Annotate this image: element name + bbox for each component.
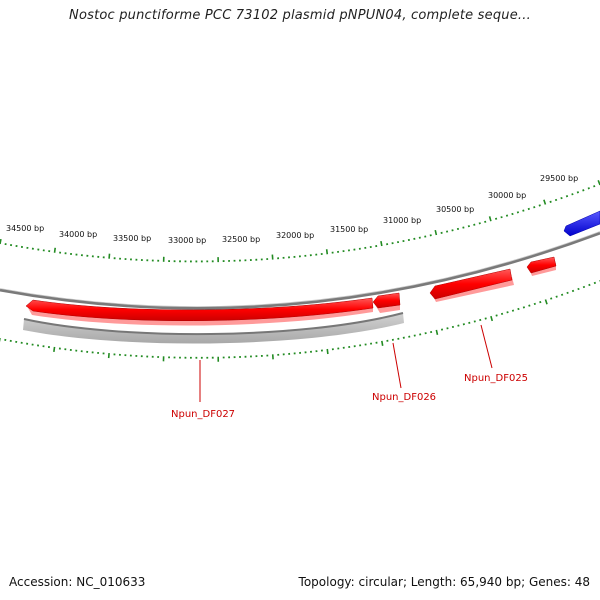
outer-scale-minor-tick [593, 185, 596, 188]
inner-scale-minor-tick [577, 287, 580, 291]
gene-arrow-small[interactable] [526, 256, 557, 274]
inner-scale-minor-tick [528, 304, 531, 307]
inner-scale-minor-tick [533, 302, 536, 306]
outer-scale-minor-tick [522, 209, 525, 212]
inner-scale-minor-tick [517, 307, 520, 311]
outer-scale-minor-tick [582, 189, 585, 192]
scale-label-30500: 30500 bp [436, 205, 474, 214]
inner-scale-major-tick [381, 340, 384, 346]
outer-scale-major-tick [434, 229, 438, 236]
outer-scale-minor-tick [505, 214, 509, 217]
outer-scale-minor-tick [587, 187, 590, 190]
scale-label-33500: 33500 bp [113, 234, 151, 243]
backbone-reverse [23, 313, 404, 344]
outer-scale-major-tick [380, 240, 383, 247]
outer-scale-minor-tick [538, 204, 541, 207]
outer-scale-minor-tick [516, 211, 520, 214]
inner-scale-minor-tick [539, 301, 542, 304]
outer-scale-major-tick [543, 199, 547, 205]
inner-scale-minor-tick [571, 289, 575, 293]
outer-scale-minor-tick [560, 196, 563, 200]
outer-scale-major-tick [53, 247, 57, 253]
outer-scale-minor-tick [565, 195, 569, 198]
inner-scale-minor-tick [500, 312, 504, 316]
inner-scale-minor-tick [506, 311, 509, 314]
outer-scale-minor-tick [500, 216, 503, 219]
leader-line-npun-df026 [392, 342, 402, 389]
backbone-reverse-edge [23, 312, 404, 336]
genes-forward [25, 256, 557, 326]
inner-scale-major-tick [326, 348, 329, 355]
gene-shadow [28, 305, 373, 326]
gene-arrow-npun-df027[interactable] [25, 297, 374, 322]
outer-scale-minor-tick [511, 212, 514, 216]
gene-arrow-reverse[interactable] [563, 210, 600, 237]
outer-scale-minor-tick [554, 198, 558, 202]
leader-line-npun-df025 [480, 324, 493, 369]
backbone-forward [0, 231, 600, 310]
scale-label-29500: 29500 bp [540, 174, 578, 183]
inner-scale-major-tick [490, 315, 494, 322]
gene-arrow-npun-df026[interactable] [372, 292, 401, 309]
inner-scale-minor-tick [555, 295, 558, 298]
scale-label-31500: 31500 bp [330, 225, 368, 234]
outer-scale-minor-tick [549, 200, 552, 203]
inner-scale-minor-tick [522, 306, 526, 309]
inner-scale-minor-tick [560, 293, 564, 296]
inner-scale-minor-tick [593, 281, 597, 285]
inner-scale-minor-tick [582, 285, 586, 289]
scale-labels: 34500 bp 34000 bp 33500 bp 33000 bp 3250… [6, 174, 578, 245]
scale-label-32500: 32500 bp [222, 235, 260, 244]
inner-scale-minor-tick [566, 291, 569, 295]
outer-scale-minor-tick [527, 207, 530, 211]
scale-label-31000: 31000 bp [383, 216, 421, 225]
scale-label-33000: 33000 bp [168, 236, 206, 245]
scale-ring-outer [0, 180, 600, 263]
outer-scale-major-tick [0, 238, 2, 245]
scale-label-32000: 32000 bp [276, 231, 314, 240]
gene-label-npun-df027[interactable]: Npun_DF027 [171, 409, 235, 420]
scale-ring-inner [0, 280, 600, 362]
scale-label-30000: 30000 bp [488, 191, 526, 200]
scale-label-34500: 34500 bp [6, 224, 44, 233]
gene-label-npun-df025[interactable]: Npun_DF025 [464, 373, 528, 384]
summary-text: Topology: circular; Length: 65,940 bp; G… [298, 575, 590, 589]
inner-scale-major-tick [544, 299, 548, 305]
gene-arrow-npun-df025[interactable] [429, 268, 513, 300]
map-title: Nostoc punctiforme PCC 73102 plasmid pNP… [69, 8, 531, 23]
outer-scale-minor-tick [533, 206, 536, 209]
outer-scale-minor-tick [571, 193, 574, 196]
inner-scale-minor-tick [550, 297, 553, 300]
backbone-forward-highlight [0, 231, 600, 307]
outer-scale-major-tick [488, 216, 492, 222]
inner-scale-major-tick [435, 329, 439, 335]
outer-scale-minor-tick [576, 191, 580, 194]
gene-label-npun-df026[interactable]: Npun_DF026 [372, 392, 436, 403]
outer-scale-major-tick [325, 249, 329, 255]
inner-scale-major-tick [53, 346, 56, 353]
scale-label-34000: 34000 bp [59, 230, 97, 239]
inner-scale-minor-tick [511, 309, 515, 312]
accession-text: Accession: NC_010633 [9, 575, 146, 589]
inner-scale-minor-tick [588, 283, 591, 287]
